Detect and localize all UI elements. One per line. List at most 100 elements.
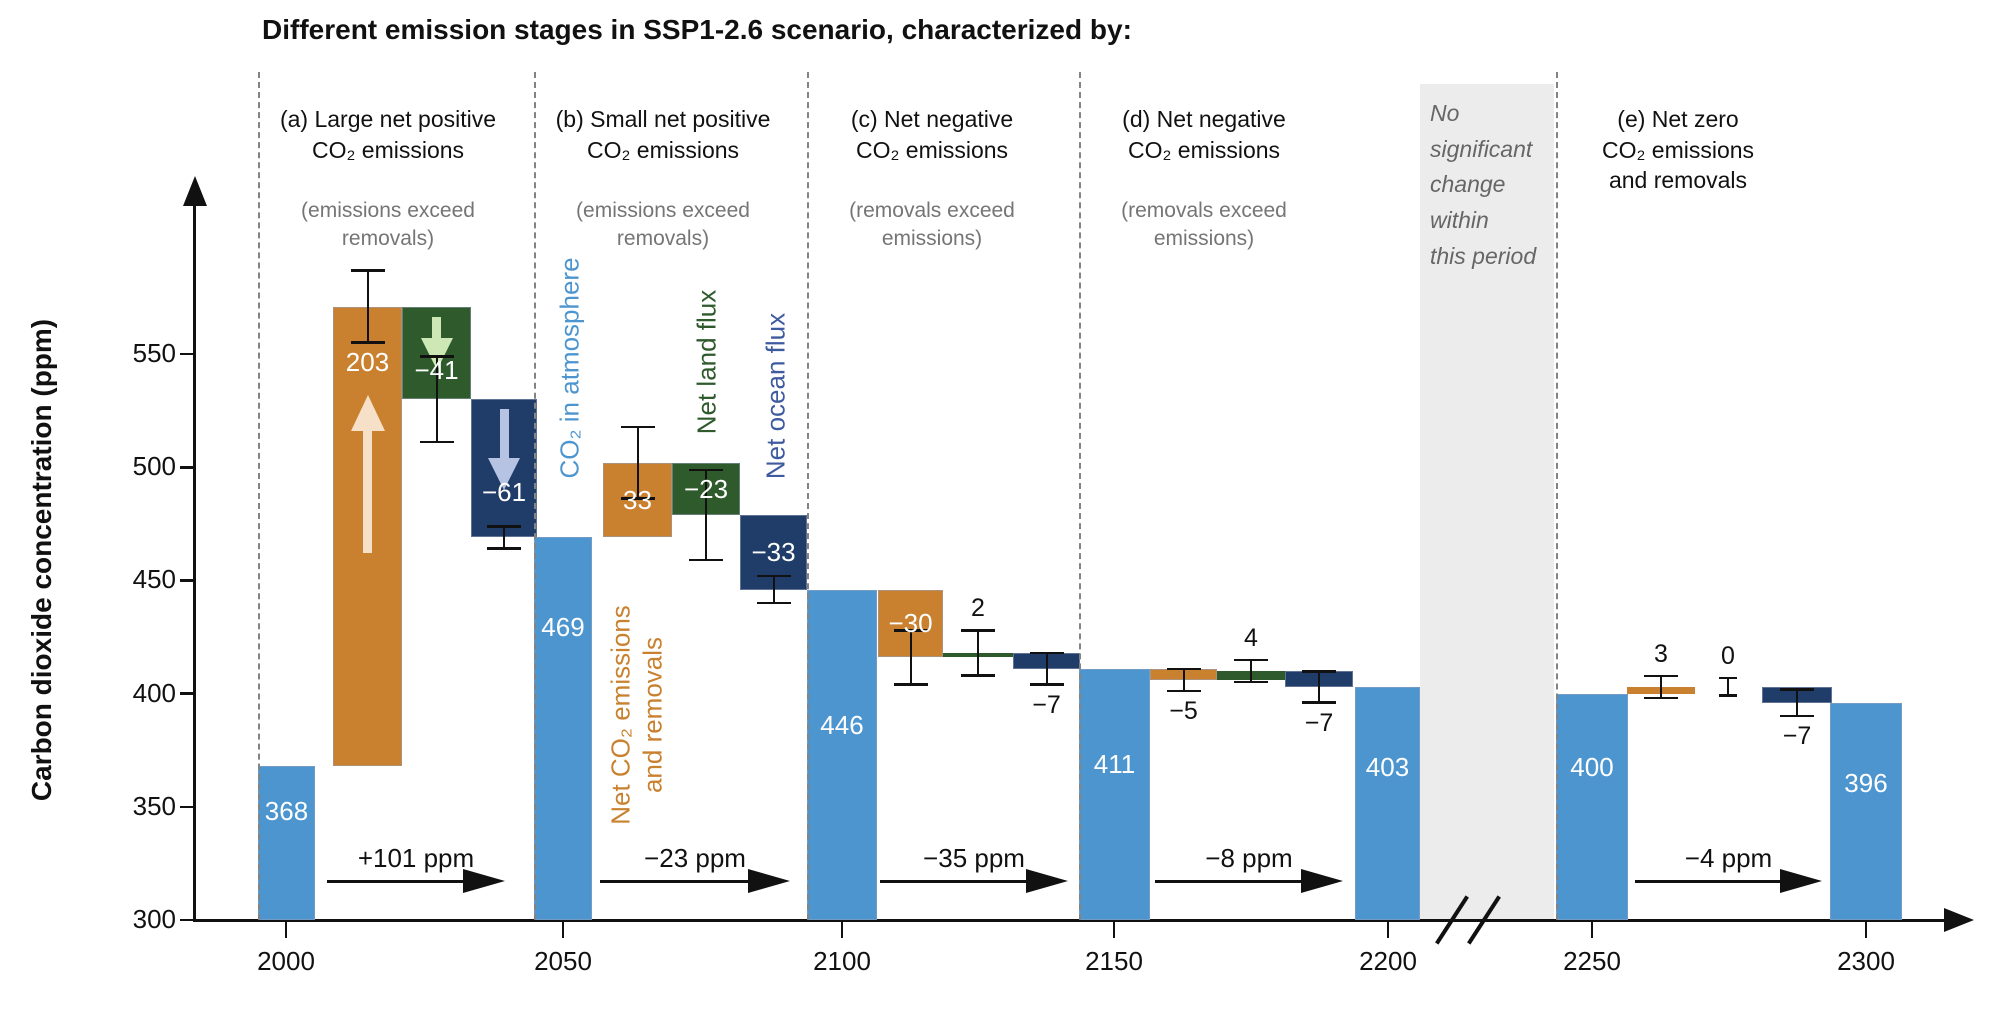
y-axis-tick-label: 350 (132, 790, 176, 821)
stage-d-header-text: (d) Net negative CO₂ emissions (1122, 106, 1286, 163)
y-axis-tick (180, 805, 195, 809)
transition-ppm-label: −35 ppm (923, 843, 1025, 873)
no-change-note: No significant change within this period (1430, 100, 1537, 269)
bar-value-label: 403 (1365, 751, 1410, 782)
stage-a-header-text: (a) Large net positive CO₂ emissions (279, 106, 497, 163)
stage-d-header: (d) Net negative CO₂ emissions (removals… (1084, 74, 1324, 282)
error-bar-cap (620, 425, 655, 429)
bar-c-start (807, 589, 877, 920)
y-axis-tick-label: 400 (132, 677, 176, 708)
error-bar-cap (756, 601, 791, 605)
error-bar-cap (1302, 670, 1336, 673)
y-axis-tick (180, 918, 195, 922)
bar-value-label: −41 (414, 354, 459, 385)
error-bar-line (366, 270, 369, 343)
x-axis-tick-label: 2250 (1563, 946, 1621, 976)
error-bar-line (1045, 652, 1048, 685)
x-axis-line (193, 919, 1948, 922)
y-axis-tick (180, 579, 195, 582)
stage-a-header: (a) Large net positive CO₂ emissions (em… (260, 74, 516, 282)
bar-value-label: −7 (1032, 690, 1061, 719)
error-bar-cap (350, 269, 385, 272)
bar-value-label: −23 (683, 473, 729, 504)
error-bar-line (1796, 689, 1798, 717)
x-axis-tick (1864, 921, 1868, 938)
up-arrow-icon (350, 394, 385, 431)
x-axis-arrowhead (1944, 908, 1974, 932)
error-bar-line (977, 630, 979, 676)
stage-divider-a (258, 72, 260, 920)
transition-arrowhead (748, 869, 790, 893)
stage-c-subheader: (removals exceed emissions) (849, 199, 1015, 250)
bar-value-label: 469 (541, 612, 585, 643)
x-axis-tick-label: 2200 (1359, 946, 1417, 976)
x-axis-tick-label: 2150 (1085, 946, 1143, 976)
error-bar-cap (1302, 701, 1336, 704)
bar-value-label: 2 (971, 594, 985, 623)
transition-arrowhead (463, 869, 505, 893)
bar-e-start (1556, 693, 1628, 920)
x-axis-tick-label: 2100 (813, 946, 871, 976)
bar-value-label: −5 (1169, 697, 1198, 726)
bar-d-end (1355, 686, 1420, 920)
stage-a-subheader: (emissions exceed removals) (301, 199, 475, 250)
series-label-net-emissions-line2: and removals (637, 636, 668, 794)
chart-title: Different emission stages in SSP1-2.6 sc… (262, 14, 1132, 45)
error-bar-line (503, 526, 505, 549)
x-axis-tick (1386, 921, 1390, 938)
y-axis-tick-label: 500 (132, 451, 176, 482)
y-axis-tick-label: 450 (132, 564, 176, 595)
transition-arrow-line (327, 880, 465, 883)
error-bar-cap (1029, 683, 1064, 686)
y-axis-tick-label: 300 (132, 904, 176, 934)
up-arrow-shaft (363, 428, 372, 553)
y-axis-tick (180, 352, 195, 356)
error-bar-cap (893, 683, 928, 686)
error-bar-cap (1719, 676, 1737, 680)
series-label-net-ocean-flux: Net ocean flux (760, 312, 791, 480)
error-bar-line (636, 426, 639, 499)
transition-arrowhead (1301, 869, 1343, 893)
stage-divider-e (1556, 72, 1558, 920)
x-axis-tick (840, 921, 844, 938)
error-bar-line (772, 575, 775, 604)
error-bar-cap (1644, 674, 1678, 678)
bar-value-label: 400 (1570, 751, 1614, 782)
error-bar-line (1250, 659, 1252, 683)
error-bar-cap (1166, 667, 1201, 671)
error-bar-cap (689, 468, 723, 472)
bar-value-label: −7 (1782, 722, 1812, 751)
bar-value-label: 3 (1654, 639, 1668, 668)
bar-value-label: 203 (345, 346, 390, 377)
y-axis-line (193, 204, 196, 921)
bar-value-label: 33 (623, 485, 652, 516)
down-arrow-shaft (432, 316, 441, 341)
transition-ppm-label: −8 ppm (1205, 843, 1293, 873)
error-bar-cap (350, 341, 385, 344)
stage-c-header: (c) Net negative CO₂ emissions (removals… (812, 74, 1052, 282)
error-bar-cap (1234, 658, 1268, 662)
bar-c-net (878, 589, 943, 658)
stage-c-header-text: (c) Net negative CO₂ emissions (850, 106, 1014, 163)
bar-e-end (1830, 702, 1902, 920)
stage-b-header-text: (b) Small net positive CO₂ emissions (555, 106, 771, 163)
y-axis-tick (180, 466, 195, 469)
error-bar-cap (419, 440, 454, 444)
down-arrow-icon (488, 458, 520, 491)
series-label-atmosphere: CO₂ in atmosphere (554, 257, 585, 479)
y-axis-title: Carbon dioxide concentration (ppm) (26, 318, 57, 802)
transition-arrowhead (1026, 869, 1068, 893)
x-axis-tick-label: 2300 (1837, 946, 1895, 976)
error-bar-cap (961, 629, 995, 632)
error-bar-cap (1780, 688, 1814, 691)
error-bar-line (435, 356, 438, 443)
transition-ppm-label: +101 ppm (357, 843, 475, 873)
error-bar-cap (1719, 694, 1737, 697)
no-change-band (1420, 84, 1554, 920)
bar-value-label: 396 (1844, 767, 1888, 798)
stage-divider-d (1079, 72, 1081, 920)
bar-value-label: −61 (481, 477, 527, 508)
stage-divider-c (807, 72, 809, 920)
stage-e-header-text: (e) Net zero CO₂ emissions and removals (1601, 106, 1755, 194)
y-axis-tick-label: 550 (132, 338, 176, 369)
